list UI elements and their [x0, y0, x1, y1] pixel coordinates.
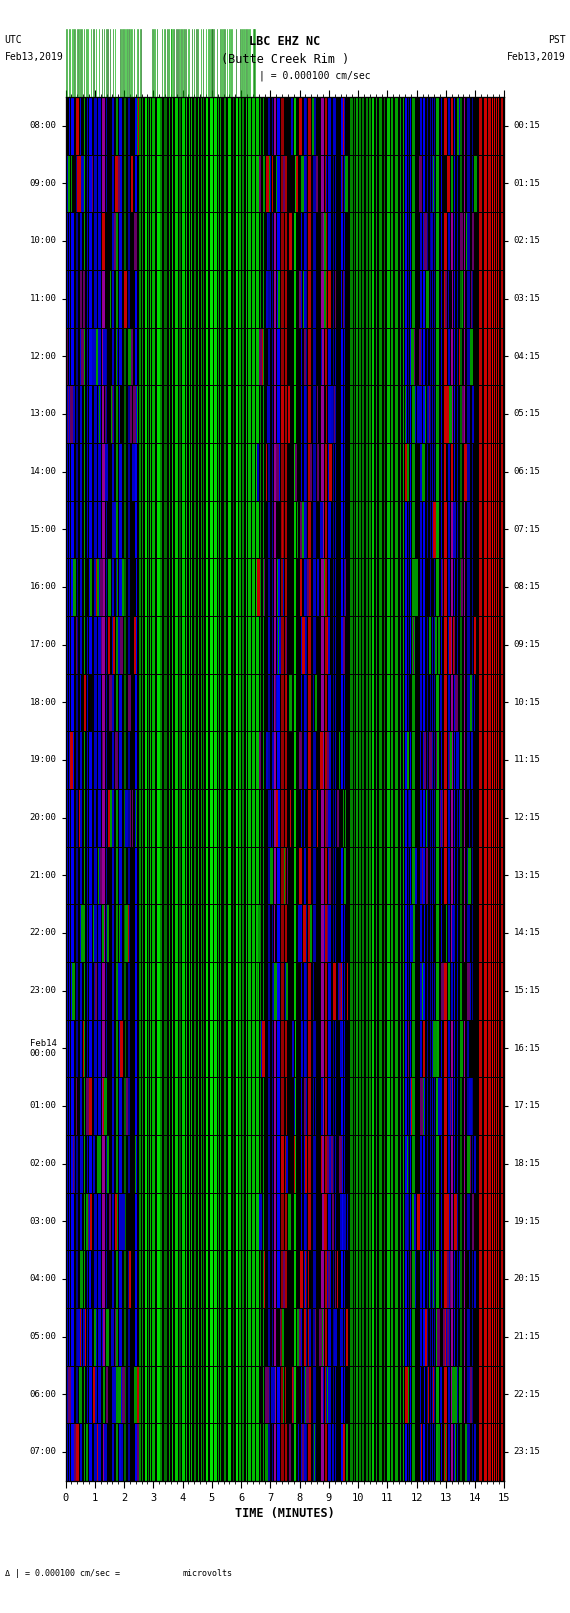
Text: PST: PST	[548, 35, 565, 45]
Text: UTC: UTC	[5, 35, 22, 45]
Text: Feb13,2019: Feb13,2019	[507, 52, 565, 61]
Text: Feb13,2019: Feb13,2019	[5, 52, 63, 61]
Text: LBC EHZ NC: LBC EHZ NC	[250, 35, 320, 48]
Text: microvolts: microvolts	[182, 1568, 233, 1578]
X-axis label: TIME (MINUTES): TIME (MINUTES)	[235, 1507, 335, 1519]
Text: Δ | = 0.000100 cm/sec =: Δ | = 0.000100 cm/sec =	[5, 1568, 120, 1578]
Text: | = 0.000100 cm/sec: | = 0.000100 cm/sec	[259, 71, 371, 82]
Text: (Butte Creek Rim ): (Butte Creek Rim )	[221, 53, 349, 66]
